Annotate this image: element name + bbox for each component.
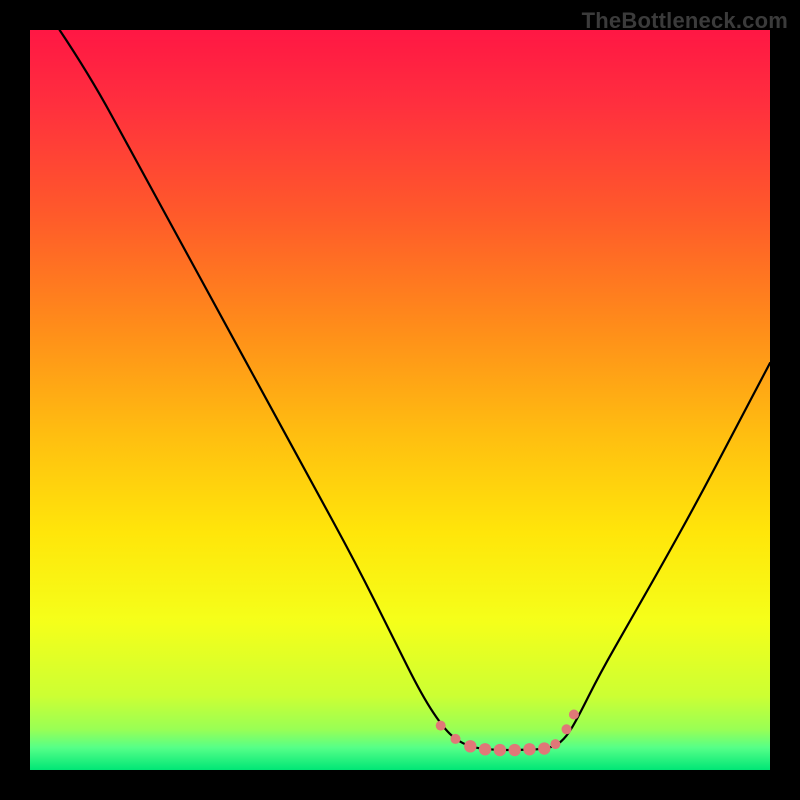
marker-dot (569, 710, 579, 720)
marker-dot (451, 734, 461, 744)
marker-dot (509, 744, 521, 756)
marker-dot (464, 740, 476, 752)
marker-dot (523, 743, 535, 755)
chart-background (30, 30, 770, 770)
marker-dot (562, 724, 572, 734)
marker-dot (436, 721, 446, 731)
marker-dot (479, 743, 491, 755)
bottleneck-chart (0, 0, 800, 800)
marker-dot (494, 744, 506, 756)
watermark-text: TheBottleneck.com (582, 8, 788, 34)
marker-dot (538, 742, 550, 754)
chart-container: TheBottleneck.com (0, 0, 800, 800)
marker-dot (550, 739, 560, 749)
